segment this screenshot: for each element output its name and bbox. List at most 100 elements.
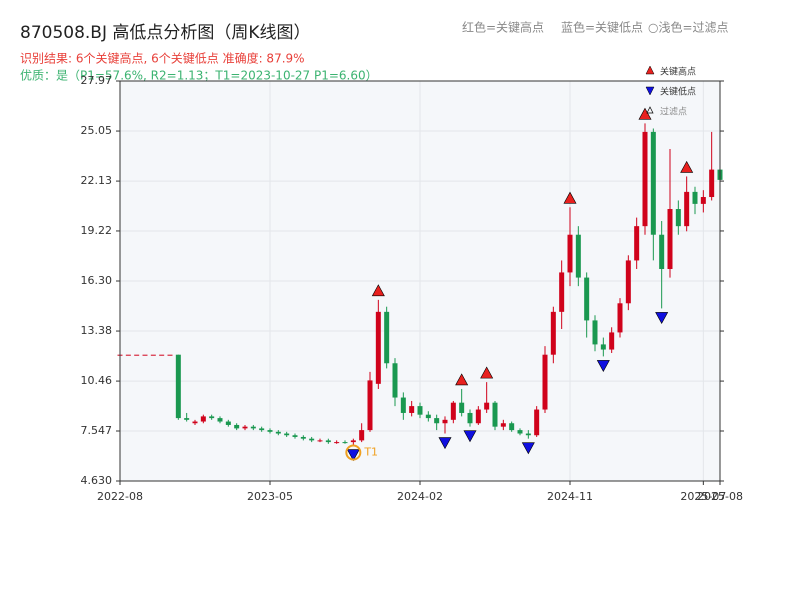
key-high-marker (480, 366, 494, 379)
candle-body (417, 406, 423, 415)
candle-body (125, 354, 131, 356)
candle-body (425, 414, 431, 419)
y-tick-label: 27.97 (81, 74, 113, 87)
legend-label: 关键低点 (660, 86, 696, 98)
candle-body (192, 421, 198, 424)
legend-high-icon (645, 65, 655, 75)
legend-label: 关键高点 (660, 66, 696, 78)
candle-body (467, 412, 473, 424)
candle-body (550, 311, 556, 355)
candle-body (642, 131, 648, 227)
candle-body (509, 423, 515, 431)
candle-body (575, 234, 581, 278)
candle-body (525, 433, 531, 436)
candle-body (609, 332, 615, 350)
candle-body (675, 209, 681, 227)
candle-body (175, 354, 181, 419)
candle-body (400, 397, 406, 413)
y-tick-label: 4.630 (81, 474, 113, 487)
legend-label: 过滤点 (660, 106, 687, 118)
quality-note: 优质：是（P1=57.6%, R2=1.13；T1=2023-10-27 P1=… (20, 69, 378, 83)
key-low-marker (596, 360, 610, 373)
key-low-marker (521, 442, 535, 455)
candle-body (567, 234, 573, 273)
legend: 关键高点 关键低点 过滤点 (645, 65, 696, 118)
key-high-marker (680, 160, 694, 173)
candle-body (484, 402, 490, 410)
candle-body (342, 442, 348, 444)
candle-body (559, 272, 565, 312)
candle-body (709, 169, 715, 198)
legend-low-icon (645, 86, 655, 96)
candle-body (409, 406, 415, 413)
candle-body (142, 354, 148, 356)
key-high-marker (371, 284, 385, 297)
candle-body (359, 430, 365, 441)
candle-body (492, 402, 498, 427)
key-high-marker (563, 191, 577, 204)
candle-body (667, 209, 673, 270)
color-note: 红色=关键高点 (462, 20, 544, 35)
candle-body (250, 426, 256, 429)
candle-body (217, 418, 223, 422)
candle-body (450, 402, 456, 420)
annotation: T1 (363, 446, 378, 459)
key-low-marker (655, 312, 669, 325)
candle-body (692, 191, 698, 204)
subtitle: 识别结果: 6个关键高点, 6个关键低点 准确度: 87.9% (20, 51, 305, 66)
candle-body (200, 416, 206, 422)
candle-body (625, 260, 631, 304)
candle-body (534, 409, 540, 436)
candle-body (459, 402, 465, 413)
candle-body (434, 418, 440, 424)
candle-body (167, 354, 173, 356)
candle-body (234, 424, 240, 429)
candle-body (600, 344, 606, 350)
candle-body (267, 430, 273, 432)
candle-body (542, 354, 548, 410)
marks: T1 (117, 107, 723, 462)
candle-body (659, 234, 665, 270)
annotation-circle (345, 444, 362, 461)
candle-body (300, 436, 306, 439)
candle-body (384, 311, 390, 364)
x-tick-label: 2025-07 (680, 490, 726, 503)
candle-body (392, 363, 398, 398)
candle-body (517, 430, 523, 434)
candle-body (159, 354, 165, 356)
candle-body (242, 426, 248, 429)
candle-body (317, 440, 323, 442)
candle-body (150, 354, 156, 356)
candle-body (375, 311, 381, 384)
candle-body (292, 435, 298, 437)
candle-body (325, 440, 331, 443)
candle-body (684, 191, 690, 227)
candle-body (592, 320, 598, 345)
x-tick-label: 2025-08 (697, 490, 743, 503)
color-note: 蓝色=关键低点 (561, 21, 643, 35)
y-tick-label: 13.38 (81, 324, 113, 337)
y-tick-label: 19.22 (81, 224, 113, 237)
candle-body (584, 277, 590, 321)
candle-body (225, 421, 231, 425)
y-tick-label: 22.13 (81, 174, 113, 187)
candle-body (500, 423, 506, 427)
candle-body (617, 303, 623, 333)
x-tick-label: 2024-11 (547, 490, 593, 503)
candle-body (259, 428, 265, 431)
y-tick-label: 16.30 (81, 274, 113, 287)
candle-body (334, 442, 340, 444)
candle-body (134, 354, 140, 356)
y-tick-label: 25.05 (81, 124, 113, 137)
candle-body (650, 131, 656, 235)
y-tick-label: 7.547 (81, 424, 113, 437)
chart-title: 870508.BJ 高低点分析图（周K线图） (20, 23, 311, 43)
candle-body (284, 433, 290, 436)
key-low-marker (346, 449, 360, 462)
color-note: ○浅色=过滤点 (648, 21, 729, 35)
candle-body (634, 226, 640, 261)
candle-body (367, 380, 373, 431)
candle-body (209, 416, 215, 419)
candle-body (442, 419, 448, 424)
